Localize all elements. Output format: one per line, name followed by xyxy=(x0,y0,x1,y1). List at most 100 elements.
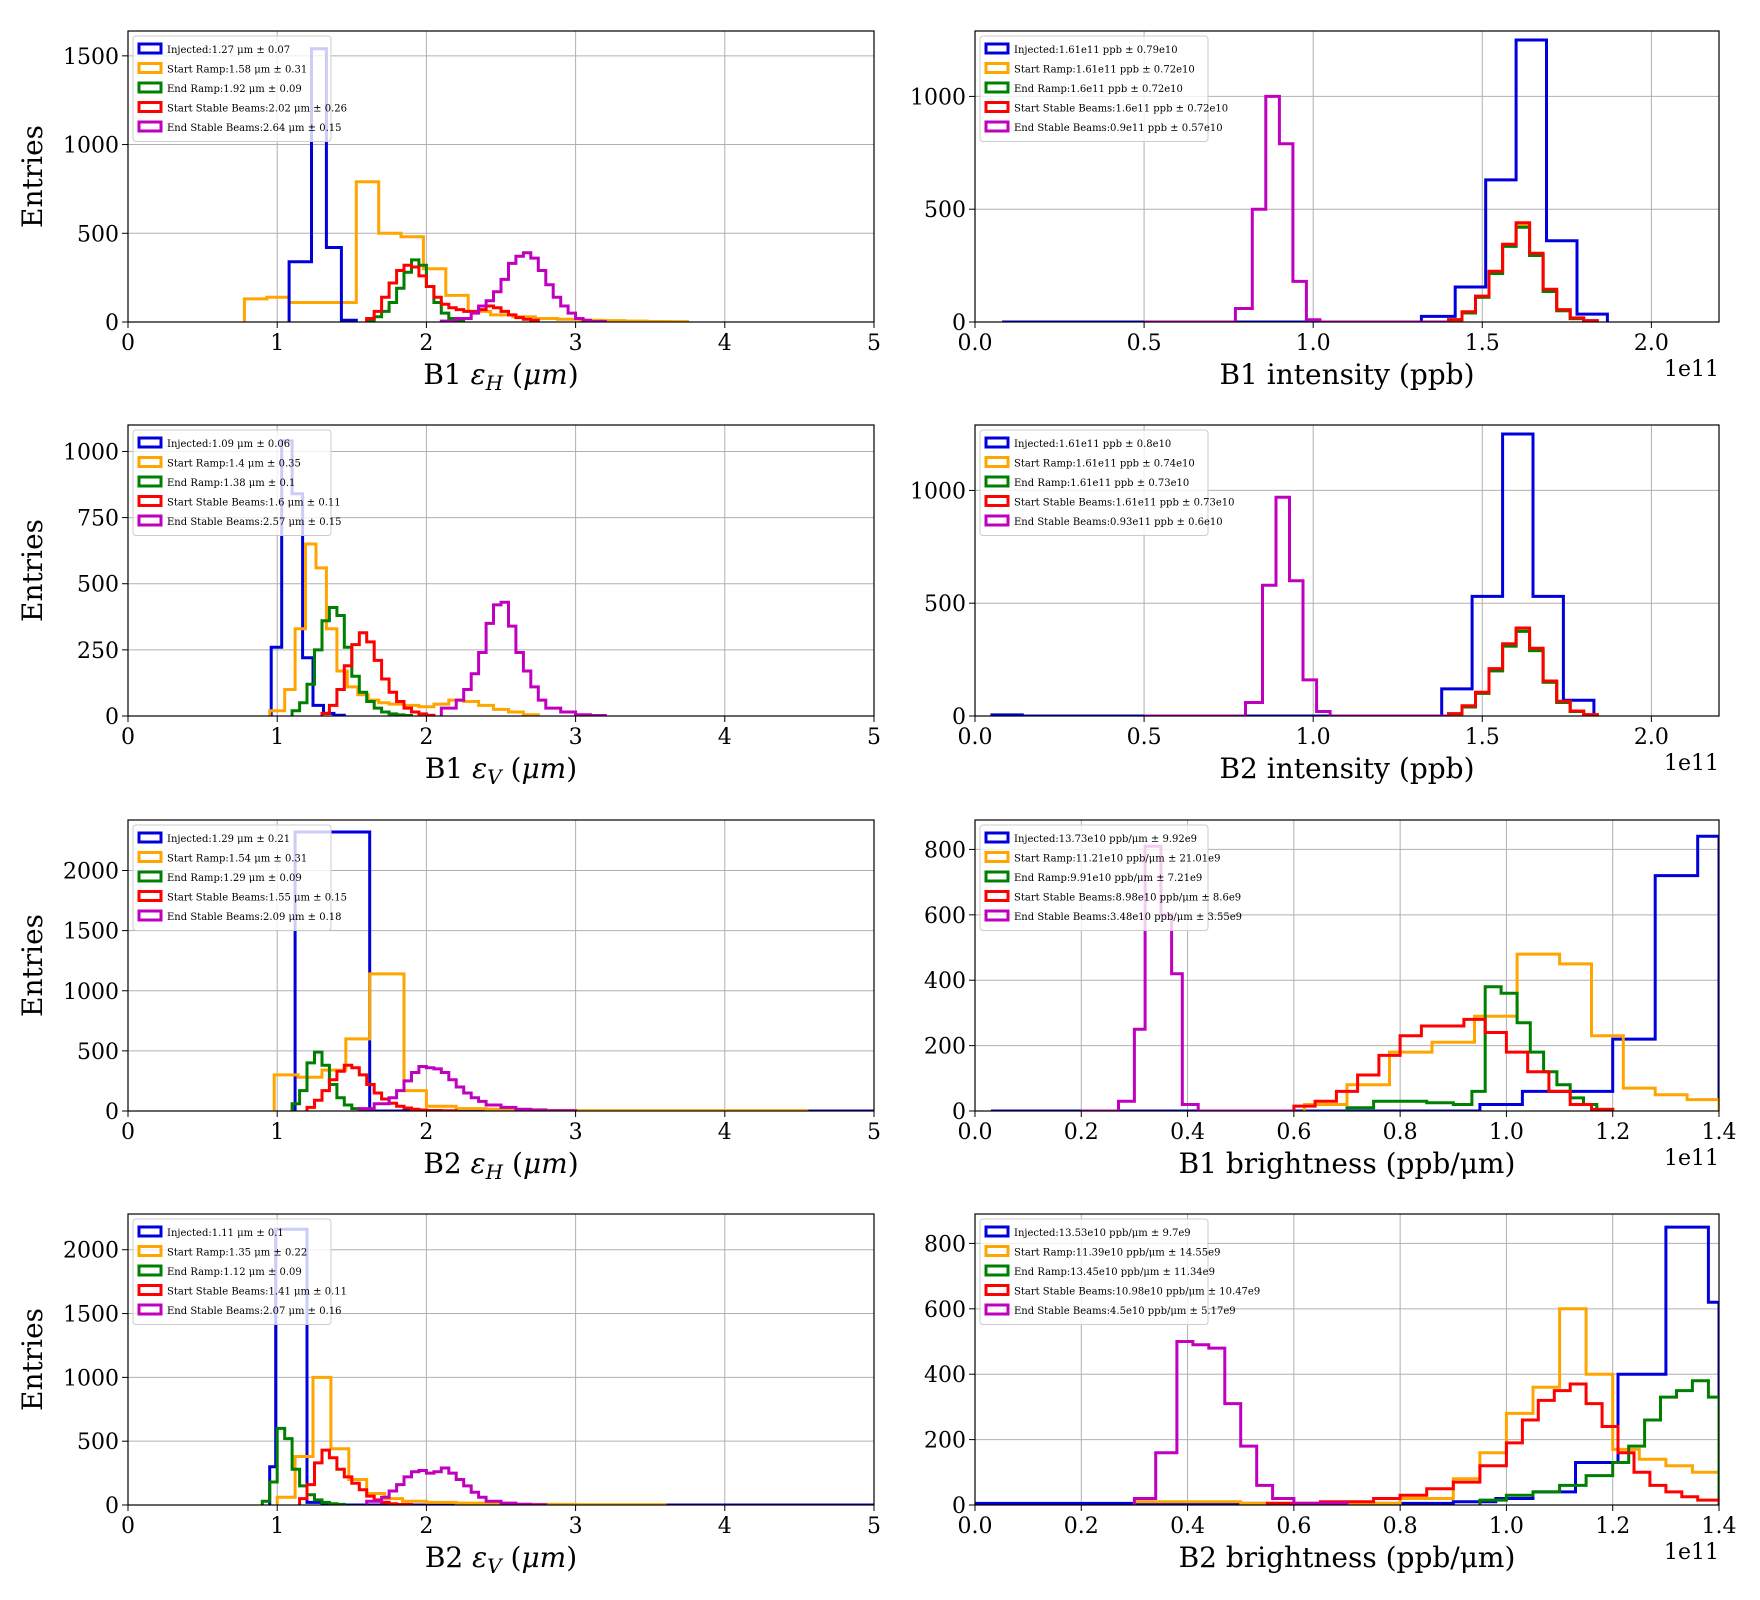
histogram-series xyxy=(1002,38,1609,322)
x-tick-label: 4 xyxy=(718,725,732,750)
histogram-series xyxy=(365,263,540,322)
histogram-series xyxy=(1144,94,1449,322)
y-tick-label: 400 xyxy=(924,1363,966,1388)
legend-box xyxy=(979,429,1209,536)
legend-entry: End Ramp:1.92 μm ± 0.09 xyxy=(167,84,302,95)
histogram-series xyxy=(365,258,466,322)
y-tick-label: 0 xyxy=(105,1100,119,1125)
x-tick-label: 2 xyxy=(419,1120,433,1145)
legend-swatch xyxy=(984,101,1010,113)
x-tick-label: 0.2 xyxy=(1064,1514,1099,1539)
y-tick-label: 1000 xyxy=(910,85,966,110)
histogram-series xyxy=(1144,495,1449,716)
legend-entry: End Ramp:9.91e10 ppb/μm ± 7.21e9 xyxy=(1014,873,1202,884)
legend: Injected:1.29 μm ± 0.21 Start Ramp:1.54 μ… xyxy=(132,824,347,931)
histogram-series xyxy=(272,972,809,1111)
legend-swatch xyxy=(137,890,163,902)
x-tick-label: 5 xyxy=(867,331,881,356)
x-tick-label: 0.8 xyxy=(1383,1514,1418,1539)
y-tick-label: 1500 xyxy=(63,1303,119,1328)
histogram-series xyxy=(287,47,358,322)
x-offset-label: 1e11 xyxy=(1664,751,1719,776)
legend-swatch xyxy=(137,870,163,883)
legend-entry: End Stable Beams:4.5e10 ppb/μm ± 5.17e9 xyxy=(1014,1306,1236,1317)
x-tick-label: 2 xyxy=(419,331,433,356)
x-tick-label: 3 xyxy=(569,1120,583,1145)
y-axis-label: Entries xyxy=(16,125,49,228)
y-tick-label: 500 xyxy=(77,573,119,598)
histogram-series xyxy=(1132,1340,1349,1505)
y-tick-label: 0 xyxy=(105,1494,119,1519)
legend-swatch xyxy=(137,120,163,133)
legend-entry: Injected:1.27 μm ± 0.07 xyxy=(167,45,290,56)
legend-swatch xyxy=(137,851,163,863)
y-tick-label: 1000 xyxy=(910,479,966,504)
x-offset-label: 1e11 xyxy=(1664,1146,1719,1171)
x-offset-label: 1e11 xyxy=(1664,357,1719,382)
legend: Injected:1.61e11 ppb ± 0.79e10 Start Ramp… xyxy=(979,35,1228,142)
y-tick-label: 500 xyxy=(924,592,966,617)
x-axis-label: B1 εV (μm) xyxy=(425,752,577,789)
histogram-series xyxy=(1132,1307,1719,1505)
legend-swatch xyxy=(137,436,163,449)
histogram-series xyxy=(1345,985,1615,1111)
legend-entry: Start Ramp:11.21e10 ppb/μm ± 21.01e9 xyxy=(1014,854,1220,865)
panel-8: 0.0 0.2 0.4 0.6 0.8 1.0 1.2 1.4 0 200 400 600 800 B2 … xyxy=(924,1213,1737,1574)
x-tick-label: 1.4 xyxy=(1702,1120,1737,1145)
x-tick-label: 1.4 xyxy=(1702,1514,1737,1539)
legend-swatch xyxy=(137,42,163,55)
legend-swatch xyxy=(984,495,1010,507)
x-tick-label: 1 xyxy=(270,331,284,356)
legend-entry: End Ramp:13.45e10 ppb/μm ± 11.34e9 xyxy=(1014,1267,1215,1278)
panel-7: 0 1 2 3 4 5 0 500 1000 1500 2000 B2 εV (μm) Entries I… xyxy=(16,1213,881,1578)
legend-entry: Start Ramp:1.61e11 ppb ± 0.72e10 xyxy=(1014,65,1195,76)
legend-entry: Start Stable Beams:1.55 μm ± 0.15 xyxy=(167,893,347,904)
plot-frame xyxy=(974,819,1720,1112)
legend-swatch xyxy=(137,1225,163,1238)
legend-entry: Start Stable Beams:1.41 μm ± 0.11 xyxy=(167,1287,347,1298)
histogram-series xyxy=(990,834,1719,1111)
x-tick-label: 2 xyxy=(419,725,433,750)
legend: Injected:1.27 μm ± 0.07 Start Ramp:1.58 μ… xyxy=(132,35,347,142)
legend-swatch xyxy=(984,1284,1010,1296)
legend-swatch xyxy=(984,456,1010,468)
x-tick-label: 0.2 xyxy=(1064,1120,1099,1145)
histogram-series xyxy=(1447,626,1599,716)
plot-frame xyxy=(974,424,1720,717)
y-axis-label: Entries xyxy=(16,519,49,622)
panel-6: 0.0 0.2 0.4 0.6 0.8 1.0 1.2 1.4 0 200 400 600 800 B1 … xyxy=(924,819,1737,1180)
x-tick-label: 4 xyxy=(718,1120,732,1145)
histogram-series xyxy=(365,1466,548,1505)
legend-entry: Start Stable Beams:1.61e11 ppb ± 0.73e10 xyxy=(1014,498,1234,509)
legend-swatch xyxy=(984,475,1010,488)
x-axis-label: B2 brightness (ppb/μm) xyxy=(1179,1541,1516,1574)
x-tick-label: 1.2 xyxy=(1595,1120,1630,1145)
legend-box xyxy=(979,824,1209,931)
x-tick-label: 1.5 xyxy=(1465,331,1500,356)
y-tick-label: 0 xyxy=(952,705,966,730)
x-offset-label: 1e11 xyxy=(1664,1540,1719,1565)
histogram-series xyxy=(290,1050,369,1111)
y-axis-label: Entries xyxy=(16,914,49,1017)
legend: Injected:1.11 μm ± 0.1 Start Ramp:1.35 μm… xyxy=(132,1218,347,1325)
legend-swatch xyxy=(984,909,1010,922)
plot-frame xyxy=(127,1213,875,1506)
histogram-series xyxy=(269,439,346,716)
legend-entry: Start Stable Beams:2.02 μm ± 0.26 xyxy=(167,104,347,115)
histogram-series xyxy=(1478,1379,1719,1505)
panel-3: 0 1 2 3 4 5 0 250 500 750 1000 B1 εV (μm) Entries Inj… xyxy=(16,424,881,789)
histogram-series xyxy=(268,1227,874,1505)
legend-entry: End Ramp:1.38 μm ± 0.1 xyxy=(167,478,295,489)
histogram-series xyxy=(975,1225,1719,1505)
x-tick-label: 0 xyxy=(121,1514,135,1539)
y-tick-label: 400 xyxy=(924,969,966,994)
legend-swatch xyxy=(984,436,1010,449)
legend-entry: Injected:13.53e10 ppb/μm ± 9.7e9 xyxy=(1014,1228,1191,1239)
legend-entry: End Stable Beams:2.07 μm ± 0.16 xyxy=(167,1306,342,1317)
x-tick-label: 1.2 xyxy=(1595,1514,1630,1539)
x-axis-label: B2 intensity (ppb) xyxy=(1219,752,1474,785)
legend-swatch xyxy=(137,475,163,488)
y-tick-label: 500 xyxy=(924,198,966,223)
legend-swatch xyxy=(137,831,163,844)
